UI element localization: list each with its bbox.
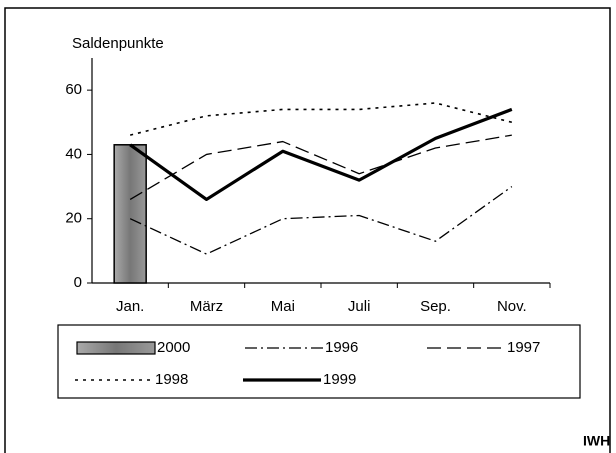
legend-box (57, 324, 581, 399)
x-tick-label: Juli (348, 298, 371, 315)
legend-label: 1998 (155, 371, 188, 388)
y-tick-label: 60 (65, 81, 82, 98)
legend-label: 1999 (323, 371, 356, 388)
legend-label: 2000 (157, 339, 190, 356)
x-tick-label: März (190, 298, 223, 315)
legend-label: 1997 (507, 339, 540, 356)
line (129, 134, 512, 200)
x-tick-label: Jan. (116, 298, 144, 315)
y-tick-label: 40 (65, 145, 82, 162)
bar (113, 144, 147, 284)
source: IWH (583, 433, 610, 449)
x-tick-label: Nov. (497, 298, 527, 315)
legend-swatch (76, 341, 156, 355)
legend-label: 1996 (325, 339, 358, 356)
line (129, 186, 513, 255)
x-tick-label: Mai (271, 298, 295, 315)
frame (4, 7, 611, 453)
line (129, 107, 513, 202)
y-axis-label: Saldenpunkte (72, 35, 164, 52)
y-tick-label: 20 (65, 210, 82, 227)
x-tick-label: Sep. (420, 298, 451, 315)
y-tick-label: 0 (74, 274, 82, 291)
line (129, 102, 513, 136)
